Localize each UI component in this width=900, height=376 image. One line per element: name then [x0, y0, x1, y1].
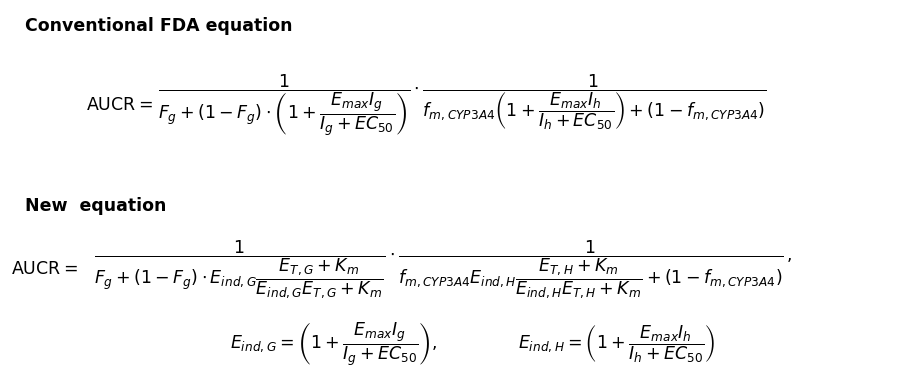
- Text: $\mathrm{AUCR} = $: $\mathrm{AUCR} = $: [86, 96, 152, 114]
- Text: New  equation: New equation: [25, 197, 166, 215]
- Text: $E_{ind,H} = \left(1+\dfrac{E_{max}I_h}{I_h+EC_{50}}\right)$: $E_{ind,H} = \left(1+\dfrac{E_{max}I_h}{…: [518, 323, 715, 365]
- Text: $\dfrac{1}{F_g + (1-F_g)\cdot\left(1+\dfrac{E_{max}I_g}{I_g+EC_{50}}\right)} \cd: $\dfrac{1}{F_g + (1-F_g)\cdot\left(1+\df…: [158, 72, 766, 138]
- Text: $\dfrac{1}{F_g + (1-F_g)\cdot E_{ind,G}\dfrac{E_{T,G}+K_m}{E_{ind,G}E_{T,G}+K_m}: $\dfrac{1}{F_g + (1-F_g)\cdot E_{ind,G}\…: [94, 238, 793, 300]
- Text: $\mathrm{AUCR} = $: $\mathrm{AUCR} = $: [11, 260, 77, 278]
- Text: Conventional FDA equation: Conventional FDA equation: [25, 17, 292, 35]
- Text: $E_{ind,G} = \left(1+\dfrac{E_{max}I_g}{I_g+EC_{50}}\right),$: $E_{ind,G} = \left(1+\dfrac{E_{max}I_g}{…: [230, 320, 436, 368]
